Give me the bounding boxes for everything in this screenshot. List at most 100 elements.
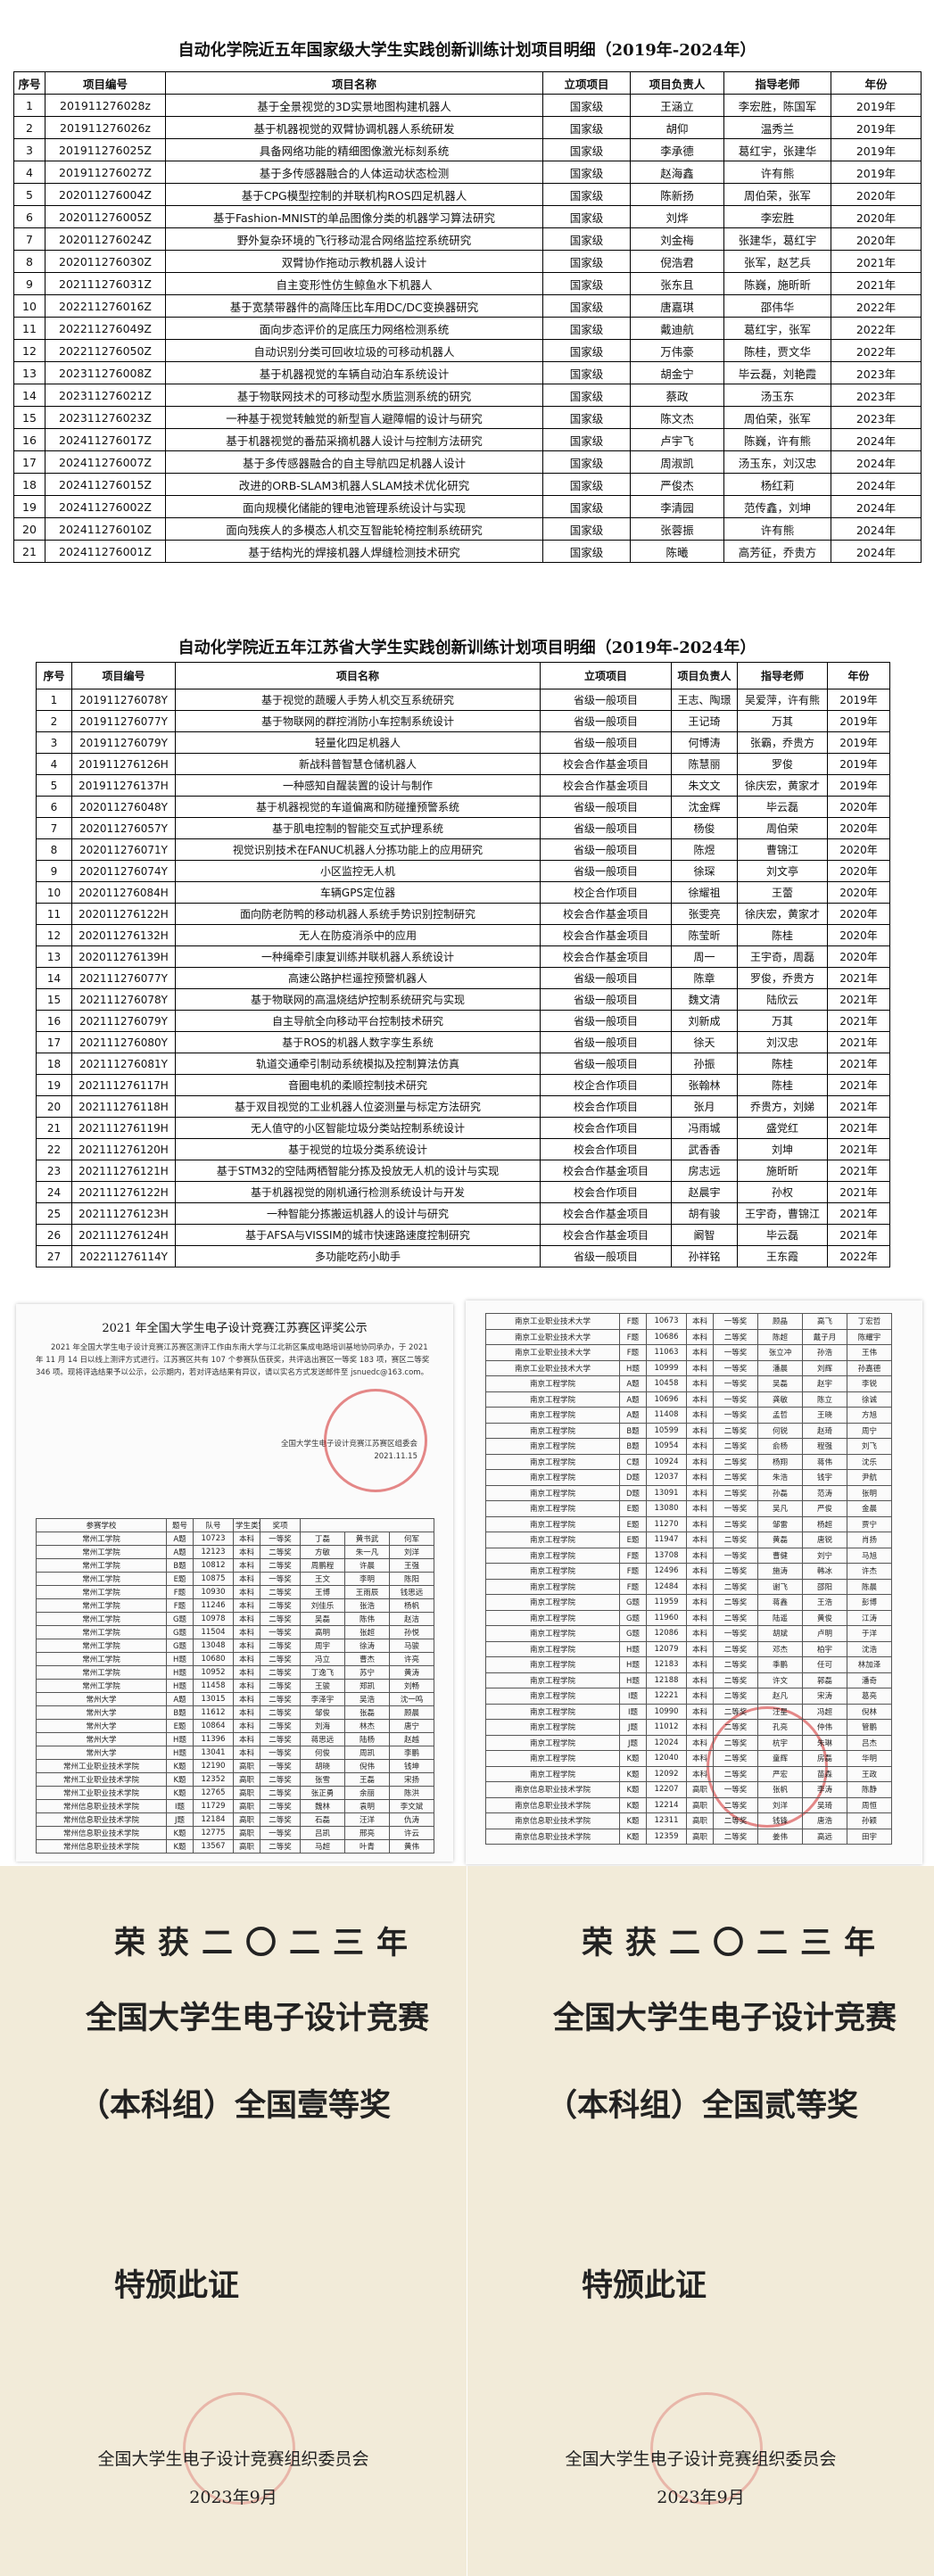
table-cell: 丁宏哲 bbox=[847, 1313, 892, 1330]
header-cell: 项目负责人 bbox=[630, 71, 724, 95]
table-cell: 本科 bbox=[233, 1746, 260, 1760]
table-cell: K题 bbox=[166, 1772, 194, 1787]
table-cell: 17 bbox=[13, 450, 45, 474]
table-cell: 10930 bbox=[193, 1585, 234, 1599]
table-cell: 基于视觉的蔬暖人手势人机交互系统研究 bbox=[175, 689, 541, 711]
table-cell: E题 bbox=[619, 1500, 647, 1517]
certificate-date: 2023年9月 bbox=[657, 2488, 745, 2507]
table-cell: K题 bbox=[619, 1796, 647, 1813]
table-cell: 曹锦江 bbox=[737, 838, 828, 861]
table-cell: F题 bbox=[619, 1563, 647, 1580]
table-cell: 视觉识别技术在FANUC机器人分拣功能上的应用研究 bbox=[175, 838, 541, 861]
table-cell: 葛亮 bbox=[847, 1688, 892, 1705]
table-row: 南京信息职业技术学院 K题 12311 高职 二等奖 钱锋 唐浩 孙颖 bbox=[485, 1812, 892, 1829]
table-cell: 柏宇 bbox=[802, 1640, 847, 1657]
table-cell: 本科 bbox=[686, 1500, 714, 1517]
table-cell: 周淑凯 bbox=[630, 450, 724, 474]
table-row: 常州工学院 F题 11246 本科 二等奖 刘佳乐 张浩 杨帆 bbox=[36, 1598, 435, 1613]
table-cell: 4 bbox=[36, 753, 72, 775]
table-cell: A题 bbox=[166, 1532, 194, 1546]
table-cell: 2 bbox=[36, 710, 72, 732]
table-cell: 本科 bbox=[686, 1515, 714, 1532]
table-row: 常州工业职业技术学院 K题 12190 高职 一等奖 胡晓 倪伟 钱坤 bbox=[36, 1759, 435, 1773]
table-cell: 王蕾 bbox=[737, 881, 828, 904]
table-cell: 张翰林 bbox=[671, 1074, 738, 1096]
table-cell: 1 bbox=[36, 689, 72, 711]
table-cell: 吴凡 bbox=[757, 1500, 803, 1517]
table-cell: 2021年 bbox=[827, 1181, 890, 1203]
table-cell: 南京工业职业技术大学 bbox=[485, 1359, 620, 1376]
table-cell: 202111276079Y bbox=[71, 1010, 176, 1032]
table-cell: 本科 bbox=[233, 1532, 260, 1546]
table-cell: 一等奖 bbox=[260, 1826, 301, 1840]
table-row: 10 202211276016Z 基于宽禁带器件的高降压比车用DC/DC变换器研究国… bbox=[13, 294, 922, 318]
table-cell: 国家级 bbox=[542, 138, 631, 161]
table-cell: 12496 bbox=[646, 1563, 687, 1580]
table-row: 22 202111276120H 基于视觉的垃圾分类系统设计 校会合作项目 武香香 刘坤 2… bbox=[36, 1138, 890, 1160]
table-cell: 国家级 bbox=[542, 428, 631, 451]
table-cell: 11246 bbox=[193, 1598, 234, 1613]
table-cell: 常州工学院 bbox=[36, 1652, 167, 1666]
table-cell: 9 bbox=[36, 860, 72, 882]
table-cell: 省级一般项目 bbox=[540, 1010, 672, 1032]
table-cell: A题 bbox=[619, 1407, 647, 1424]
table-cell: K题 bbox=[166, 1839, 194, 1854]
table-row: 常州工学院 F题 10930 本科 二等奖 王博 王雨辰 钱思远 bbox=[36, 1585, 435, 1599]
table-cell: 陈煜 bbox=[671, 838, 738, 861]
table-cell: 一等奖 bbox=[713, 1781, 758, 1798]
table-cell: 国家级 bbox=[542, 227, 631, 251]
table-cell: 10875 bbox=[193, 1572, 234, 1586]
table-cell: 沈金辉 bbox=[671, 796, 738, 818]
table-cell: 王志、陶璟 bbox=[671, 689, 738, 711]
table-cell: 12352 bbox=[193, 1772, 234, 1787]
table-cell: 本科 bbox=[233, 1652, 260, 1666]
table-cell: 本科 bbox=[686, 1469, 714, 1486]
table-cell: 2 bbox=[13, 116, 45, 139]
table-cell: H题 bbox=[166, 1732, 194, 1746]
table-cell: 二等奖 bbox=[260, 1598, 301, 1613]
table-cell: 无人在防疫消杀中的应用 bbox=[175, 924, 541, 946]
table-cell: 202111276117H bbox=[71, 1074, 176, 1096]
table-cell: 李明 bbox=[344, 1572, 390, 1586]
table-cell: 202311276023Z bbox=[45, 406, 166, 429]
table-cell: 二等奖 bbox=[713, 1515, 758, 1532]
table-cell: 11612 bbox=[193, 1705, 234, 1720]
table-row: 常州工学院 G题 10978 本科 二等奖 吴磊 陈伟 赵洁 bbox=[36, 1612, 435, 1626]
table-cell: 严俊杰 bbox=[630, 473, 724, 496]
table-cell: 双臂协作拖动示教机器人设计 bbox=[165, 250, 543, 273]
table-row: 9 202111276031Z 自主变形性仿生鲸鱼水下机器人 国家级 张东且 陈巍，施昕昕… bbox=[13, 272, 922, 295]
table-cell: 张蓉振 bbox=[630, 517, 724, 541]
table-cell: 10696 bbox=[646, 1391, 687, 1408]
header-cell: 指导老师 bbox=[737, 662, 828, 689]
table-row: 南京工业职业技术大学 F题 11063 本科 一等奖 张立冲 孙浩 王伟 bbox=[485, 1344, 892, 1361]
table-cell: 二等奖 bbox=[260, 1732, 301, 1746]
table-cell: 2020年 bbox=[827, 881, 890, 904]
table-cell: 高职 bbox=[686, 1781, 714, 1798]
header-cell: 项目负责人 bbox=[671, 662, 738, 689]
table-cell: 常州工学院 bbox=[36, 1639, 167, 1653]
table-cell: 范传鑫，刘坤 bbox=[723, 495, 831, 518]
table-cell: 国家级 bbox=[542, 495, 631, 518]
table-cell: 吕凯 bbox=[300, 1826, 345, 1840]
table-cell: 2021年 bbox=[827, 1074, 890, 1096]
table-cell: 常州工学院 bbox=[36, 1545, 167, 1559]
table-cell: 冯超 bbox=[802, 1703, 847, 1720]
table-cell: A题 bbox=[619, 1375, 647, 1392]
table-cell: 2020年 bbox=[827, 796, 890, 818]
table-cell: A题 bbox=[166, 1545, 194, 1559]
table-cell: 黄涛 bbox=[388, 1665, 435, 1680]
table-cell: 杨帆 bbox=[388, 1598, 435, 1613]
table-cell: 国家级 bbox=[542, 116, 631, 139]
table-cell: 11 bbox=[36, 903, 72, 925]
table-cell: 胡斌 bbox=[757, 1625, 803, 1642]
table-cell: 17 bbox=[36, 1031, 72, 1053]
table-cell: 11063 bbox=[646, 1344, 687, 1361]
table-cell: 常州信息职业技术学院 bbox=[36, 1812, 167, 1827]
table-row: 13 202011276139H 一种绳牵引康复训练并联机器人系统设计 校会合作基金项… bbox=[36, 945, 890, 968]
table-cell: 2020年 bbox=[831, 227, 922, 251]
table-cell: 校会合作基金项目 bbox=[540, 945, 672, 968]
table-cell: 李宏胜 bbox=[723, 205, 831, 228]
table-cell: 一等奖 bbox=[713, 1625, 758, 1642]
table-body: 序号 项目编号 项目名称 立项项目 项目负责人 指导老师 年份 1 201911276078Y 基… bbox=[36, 662, 890, 1267]
table-cell: 10864 bbox=[193, 1719, 234, 1733]
